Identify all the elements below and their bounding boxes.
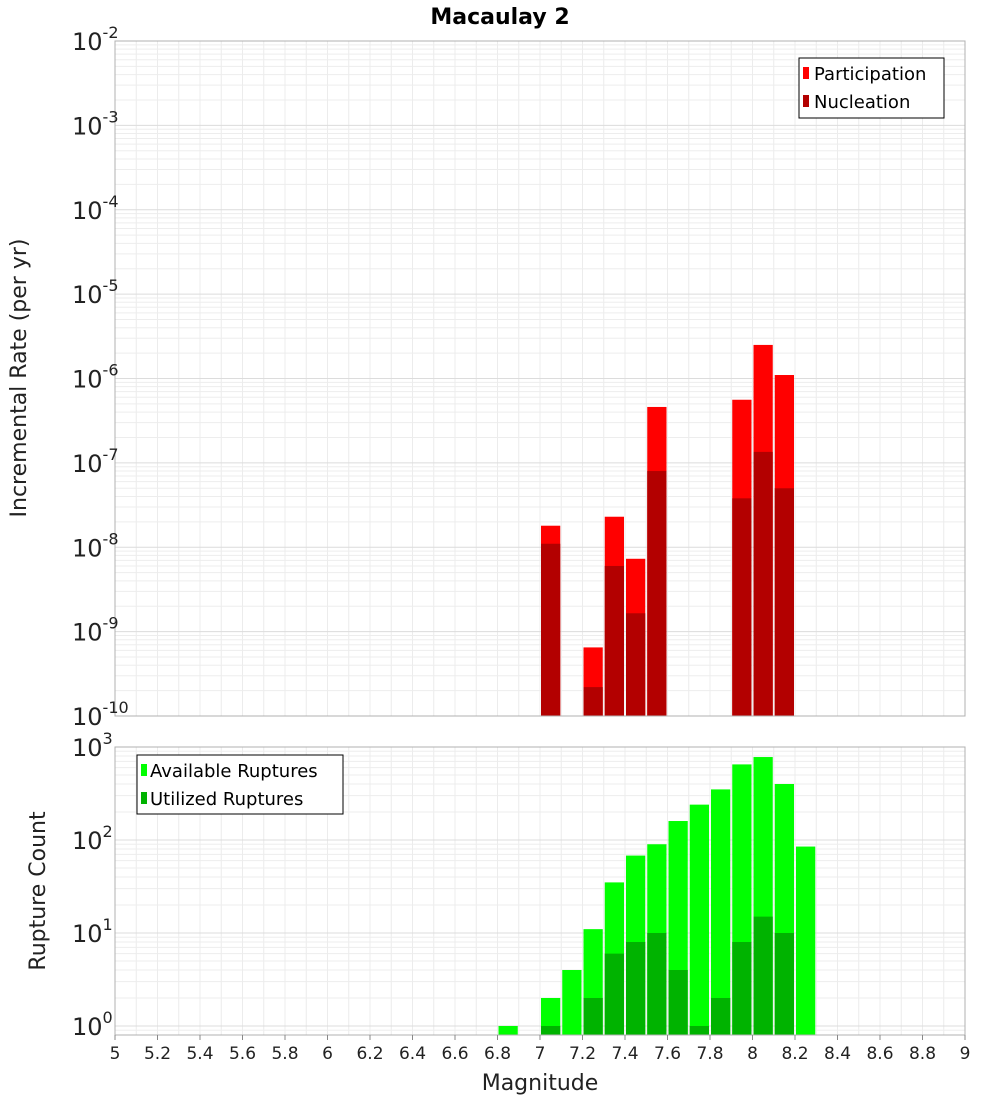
available-ruptures-bar: [562, 969, 582, 1035]
x-tick-label: 6.8: [484, 1044, 511, 1064]
x-tick-label: 8.2: [781, 1044, 808, 1064]
x-tick-label: 8.6: [866, 1044, 893, 1064]
utilized-ruptures-bar: [668, 969, 688, 1035]
x-tick-label: 6.2: [356, 1044, 383, 1064]
y-tick-label: 10-10: [72, 698, 129, 731]
nucleation-bar: [583, 687, 603, 716]
utilized-ruptures-bar: [732, 942, 752, 1035]
nucleation-legend-swatch: [803, 95, 809, 107]
x-tick-label: 5: [110, 1044, 121, 1064]
utilized-ruptures-bar: [774, 932, 794, 1035]
incremental-rate-plot-border: [114, 40, 966, 717]
nucleation-bar: [604, 565, 624, 716]
utilized-ruptures-bar: [647, 932, 667, 1035]
y-tick-label: 10-2: [72, 23, 119, 56]
chart-title: Macaulay 2: [430, 5, 569, 30]
nucleation-bar: [647, 471, 667, 716]
available-ruptures-legend-swatch: [141, 764, 147, 776]
available-ruptures-legend-label: Available Ruptures: [150, 761, 318, 782]
utilized-ruptures-bar: [626, 942, 646, 1035]
utilized-ruptures-bar: [541, 1025, 561, 1035]
y-tick-label: 102: [72, 822, 113, 855]
ruptures-legend: Available Ruptures Utilized Ruptures: [136, 754, 344, 815]
x-tick-label: 7.8: [696, 1044, 723, 1064]
x-tick-label: 6: [322, 1044, 333, 1064]
available-ruptures-bar: [541, 997, 561, 1035]
legend-box: [798, 57, 945, 119]
participation-nucleation-legend: Participation Nucleation: [798, 57, 945, 119]
nucleation-bar: [774, 488, 794, 716]
x-tick-label: 8.8: [909, 1044, 936, 1064]
participation-legend-swatch: [803, 67, 809, 79]
x-axis-label: Magnitude: [482, 1071, 599, 1096]
available-ruptures-bar: [498, 1025, 518, 1035]
nucleation-legend-label: Nucleation: [814, 92, 910, 113]
y-tick-label: 101: [72, 915, 113, 948]
x-tick-label: 8: [747, 1044, 758, 1064]
y-tick-label: 100: [72, 1008, 113, 1041]
x-tick-label: 9: [960, 1044, 971, 1064]
x-tick-label: 5.4: [186, 1044, 213, 1064]
rupture-count-panel: 100 101 102 103 Rupture Count Available Rup…: [26, 729, 966, 1041]
x-tick-label: 5.6: [229, 1044, 256, 1064]
x-tick-label: 8.4: [824, 1044, 851, 1064]
nucleation-bar: [541, 543, 561, 716]
utilized-ruptures-bar: [711, 997, 731, 1035]
y-tick-label: 10-7: [72, 445, 119, 478]
rupture-count-y-axis-label: Rupture Count: [26, 811, 51, 971]
nucleation-bar: [732, 498, 752, 716]
y-tick-label: 10-3: [72, 107, 119, 140]
utilized-ruptures-bar: [604, 953, 624, 1035]
participation-legend-label: Participation: [814, 64, 926, 85]
utilized-ruptures-bar: [583, 997, 603, 1035]
x-tick-label: 5.8: [271, 1044, 298, 1064]
x-tick-label: 6.4: [399, 1044, 426, 1064]
x-tick-label: 6.6: [441, 1044, 468, 1064]
y-tick-label: 103: [72, 729, 113, 762]
nucleation-bar: [753, 451, 773, 716]
available-ruptures-bar: [689, 804, 709, 1035]
utilized-ruptures-bar: [753, 916, 773, 1035]
nucleation-bar: [626, 613, 646, 716]
y-tick-label: 10-4: [72, 192, 119, 225]
y-tick-label: 10-9: [72, 614, 119, 647]
x-tick-label: 7.2: [569, 1044, 596, 1064]
available-ruptures-bar: [711, 789, 731, 1035]
legend-box: [136, 754, 344, 815]
x-axis-ticks: 5 5.2 5.4 5.6 5.8 6 6.2 6.4 6.6 6.8 7 7.2 7.4 7.6 7.8 8…: [110, 1035, 971, 1064]
y-tick-label: 10-6: [72, 361, 119, 394]
utilized-ruptures-legend-label: Utilized Ruptures: [150, 789, 303, 810]
x-tick-label: 7: [535, 1044, 546, 1064]
available-ruptures-bar: [796, 846, 816, 1035]
incremental-rate-panel: 10-10 10-9 10-8 10-7 10-6 10-5 10-4 10-3 10-2 In…: [7, 23, 966, 731]
x-tick-label: 7.4: [611, 1044, 638, 1064]
incremental-rate-y-axis-label: Incremental Rate (per yr): [7, 239, 32, 518]
y-tick-label: 10-8: [72, 529, 119, 562]
y-tick-label: 10-5: [72, 276, 119, 309]
x-tick-label: 5.2: [144, 1044, 171, 1064]
x-tick-label: 7.6: [654, 1044, 681, 1064]
utilized-ruptures-bar: [689, 1025, 709, 1035]
utilized-ruptures-legend-swatch: [141, 792, 147, 804]
